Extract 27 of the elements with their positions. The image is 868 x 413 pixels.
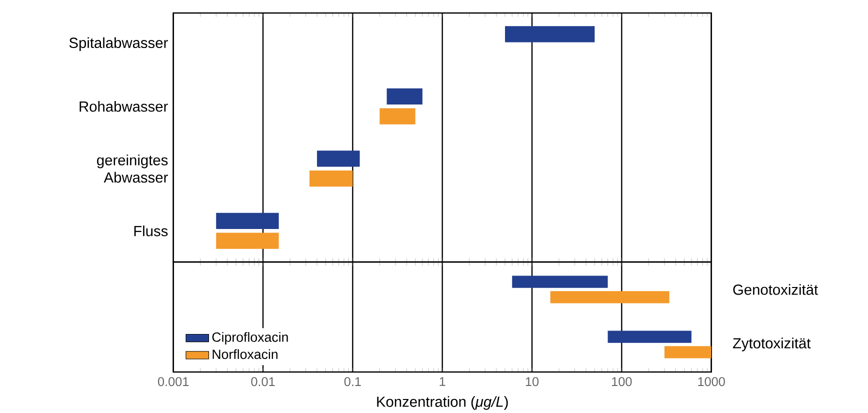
x-tick-label: 0.01 <box>251 376 275 386</box>
bar <box>608 330 692 343</box>
x-tick-label: 0.1 <box>344 376 361 386</box>
bar <box>386 88 422 104</box>
x-tick-label: 100 <box>612 376 632 386</box>
y-tick-label: gereinigtes Abwasser <box>97 154 168 183</box>
x-tick-label: 1000 <box>698 376 725 386</box>
legend-label: Norfloxacin <box>212 349 278 359</box>
bar <box>380 108 416 124</box>
bar <box>505 26 595 42</box>
bar <box>316 150 360 167</box>
bar <box>216 232 279 249</box>
bar <box>550 290 670 304</box>
y-tick-label: Rohabwasser <box>80 100 168 112</box>
x-tick-label: 10 <box>526 376 539 386</box>
x-axis-title: Konzentration (μg/L) <box>377 396 508 410</box>
y-tick-label: Genotoxizität <box>733 284 818 295</box>
bar <box>309 170 353 187</box>
y-tick-label: Zytotoxizität <box>732 338 811 352</box>
y-tick-label: Fluss <box>134 225 168 236</box>
legend-label: Ciprofloxacin <box>212 332 288 344</box>
y-tick-label: Spitalabwasser <box>69 37 168 51</box>
bar <box>216 212 279 229</box>
x-tick-label: 0.001 <box>158 376 189 386</box>
x-tick-label: 1 <box>440 376 446 386</box>
bar <box>512 276 608 288</box>
bar <box>664 346 712 358</box>
